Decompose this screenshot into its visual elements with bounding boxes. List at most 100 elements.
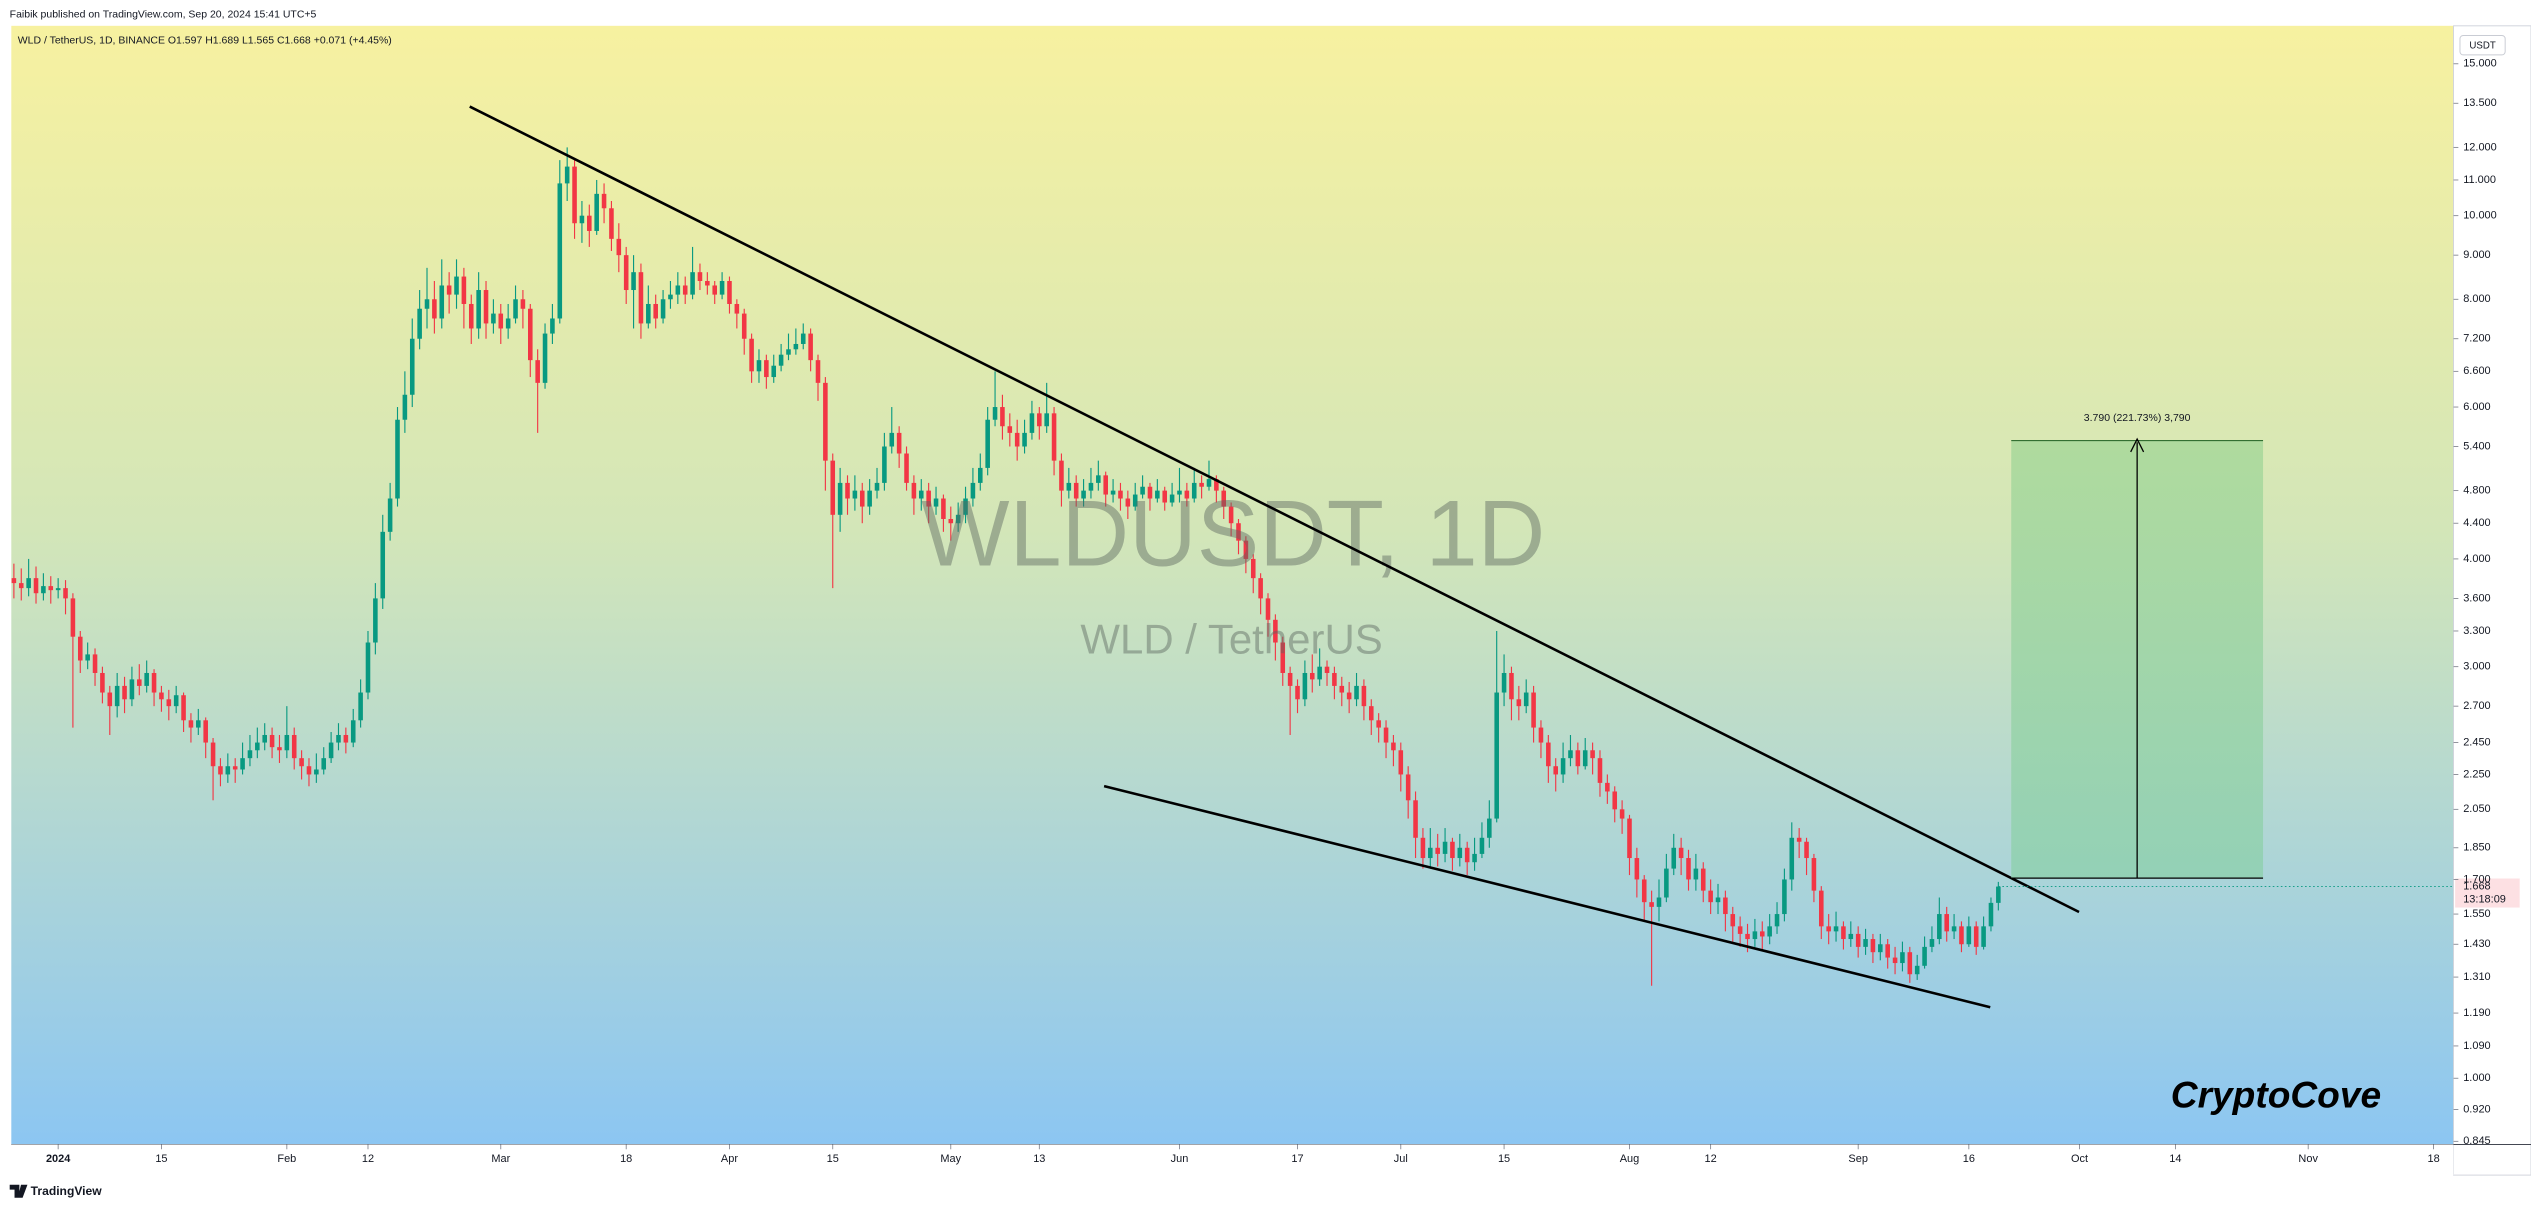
x-tick-label: 17: [1291, 1153, 1303, 1165]
candle-body: [1317, 666, 1322, 680]
candle-body: [668, 294, 673, 300]
candle-body: [218, 766, 223, 775]
candle-body: [1730, 914, 1736, 927]
candle-body: [697, 272, 703, 281]
candle-body: [623, 255, 629, 291]
x-tick-label: 2024: [46, 1153, 71, 1165]
candle-body: [970, 482, 976, 499]
candle-body: [904, 453, 909, 483]
candle-body: [1553, 766, 1559, 775]
candle-body: [1214, 479, 1219, 491]
candle-body: [77, 636, 83, 661]
x-tick-label: 15: [827, 1153, 839, 1165]
candle-body: [188, 720, 194, 728]
candle-body: [1059, 460, 1064, 491]
ohlc-change: +0.071 (+4.45%): [314, 35, 392, 46]
candle-body: [380, 531, 386, 599]
candle-body: [1811, 858, 1817, 891]
candle-body: [1767, 926, 1772, 937]
candle-body: [1745, 933, 1750, 940]
candle-body: [1081, 490, 1086, 499]
candle-body: [793, 343, 799, 350]
candle-body: [1398, 750, 1404, 775]
y-tick-label: 3.300: [2463, 625, 2490, 637]
watermark-subtitle: WLD / TetherUS: [1080, 616, 1382, 663]
candle-body: [350, 720, 356, 743]
ohlc-open: O1.597: [168, 35, 203, 46]
candle-body: [1265, 598, 1271, 620]
candle-body: [941, 498, 946, 519]
candle-body: [978, 467, 983, 483]
candle-body: [454, 276, 459, 295]
candle-body: [18, 583, 24, 589]
x-tick-label: 15: [155, 1153, 167, 1165]
candle-body: [1951, 926, 1957, 932]
candle-body: [579, 215, 585, 224]
candle-body: [705, 280, 710, 286]
candle-body: [1332, 672, 1337, 686]
candle-body: [1309, 672, 1315, 680]
candle-body: [1937, 914, 1942, 940]
y-tick-label: 15.000: [2463, 58, 2497, 70]
y-tick-label: 1.550: [2463, 908, 2490, 920]
candle-body: [409, 338, 415, 395]
candle-body: [778, 354, 784, 366]
candle-body: [1155, 490, 1160, 499]
currency-button[interactable]: [2459, 35, 2506, 56]
y-tick-label: 4.800: [2463, 485, 2490, 497]
candle-body: [11, 578, 17, 584]
x-tick-label: 12: [1705, 1153, 1717, 1165]
candle-body: [1929, 939, 1935, 947]
y-tick-label: 0.845: [2463, 1135, 2490, 1147]
candle-body: [1324, 666, 1330, 673]
candle-body: [786, 349, 791, 355]
candle-body: [1944, 914, 1949, 932]
candle-body: [1487, 818, 1492, 838]
candle-body: [373, 598, 378, 643]
candle-body: [557, 183, 563, 319]
candle-body: [845, 482, 850, 499]
candle-body: [498, 313, 504, 329]
candle-body: [918, 490, 924, 499]
ohlc-high: H1.689: [205, 35, 239, 46]
currency-label[interactable]: USDT: [2469, 41, 2495, 52]
candle-body: [1361, 685, 1367, 707]
y-tick-label: 2.450: [2463, 736, 2490, 748]
candle-body: [1708, 890, 1713, 903]
lower-trendline: [1103, 784, 1991, 1009]
candle-body: [1686, 858, 1691, 880]
candle-body: [1162, 490, 1168, 503]
ohlc-close: C1.668: [277, 35, 311, 46]
candle-body: [1428, 847, 1433, 859]
candle-body: [1568, 750, 1573, 759]
candle-body: [1346, 692, 1352, 700]
candle-body: [173, 695, 179, 707]
candle-body: [1649, 902, 1654, 907]
candle-body: [1737, 926, 1743, 934]
candle-body: [800, 333, 806, 344]
candle-body: [225, 766, 231, 775]
candle-body: [1184, 490, 1190, 499]
candle-body: [247, 750, 253, 759]
candle-body: [41, 586, 46, 594]
candle-body: [284, 734, 290, 751]
y-tick-label: 1.090: [2463, 1040, 2490, 1052]
candle-body: [181, 695, 186, 721]
candle-body: [926, 490, 931, 507]
y-tick-label: 10.000: [2463, 210, 2497, 222]
candle-body: [764, 360, 769, 378]
candle-body: [417, 308, 422, 339]
y-tick-label: 9.000: [2463, 249, 2490, 261]
y-tick-label: 1.190: [2463, 1007, 2490, 1019]
candle-body: [1420, 837, 1426, 859]
x-tick-label: May: [940, 1153, 961, 1165]
tradingview-logo: TradingView: [31, 1184, 103, 1198]
candle-body: [269, 734, 275, 748]
candle-body: [232, 766, 238, 770]
y-tick-label: 6.000: [2463, 401, 2490, 413]
candle-body: [1546, 742, 1551, 767]
candle-body: [1774, 914, 1780, 927]
candle-body: [1494, 692, 1499, 819]
candle-body: [196, 720, 201, 728]
